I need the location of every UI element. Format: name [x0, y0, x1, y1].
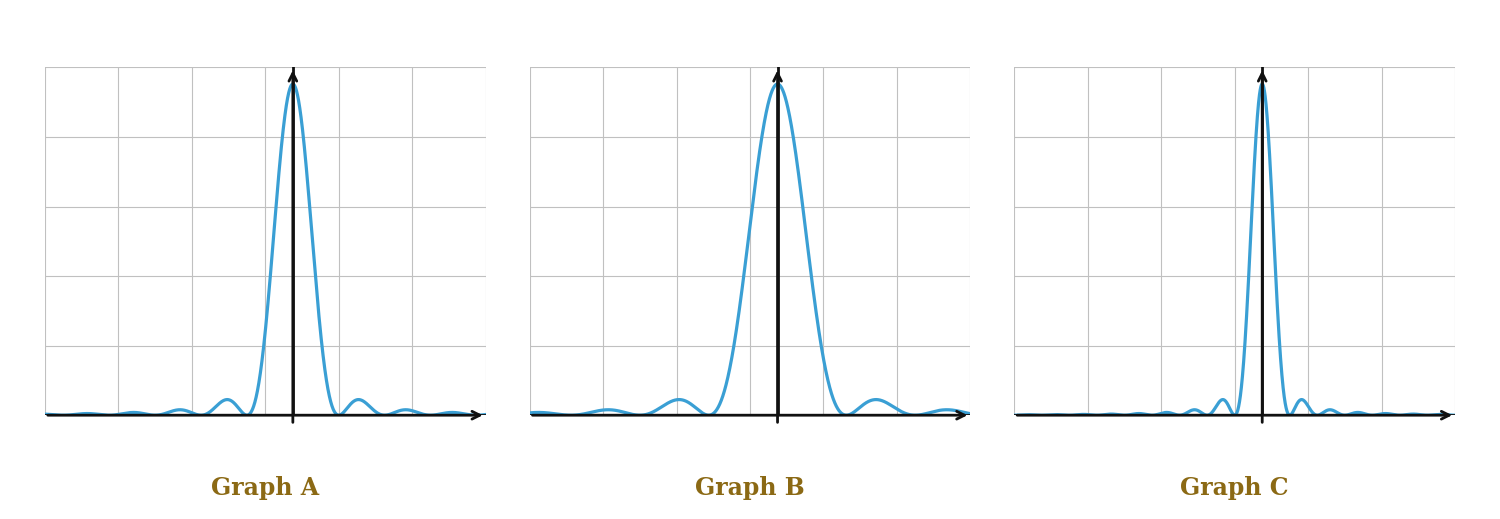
Text: Graph A: Graph A [211, 476, 320, 500]
Text: Graph B: Graph B [694, 476, 806, 500]
Text: Graph C: Graph C [1180, 476, 1288, 500]
